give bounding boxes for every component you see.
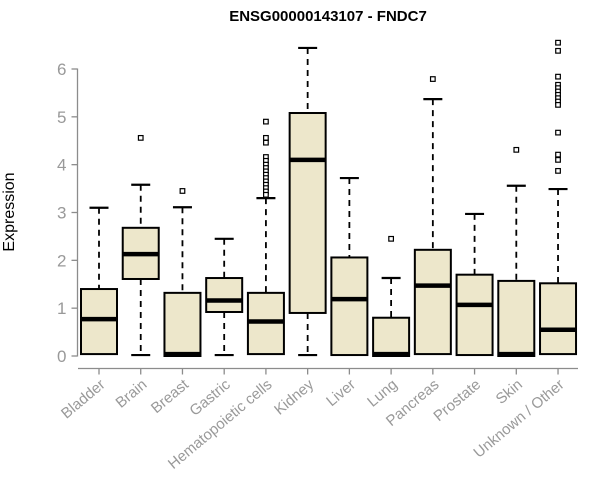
box-rect bbox=[80, 288, 118, 356]
outlier-point bbox=[555, 101, 561, 108]
box-gastric bbox=[205, 237, 244, 357]
x-category-label-breast: Breast bbox=[148, 376, 193, 417]
y-axis-title: Expression bbox=[1, 172, 18, 251]
outlier-point bbox=[555, 73, 561, 80]
box-pancreas bbox=[413, 76, 452, 356]
y-tick-label: 3 bbox=[57, 204, 66, 223]
x-category-label-skin: Skin bbox=[493, 376, 526, 408]
x-category-label-brain: Brain bbox=[113, 376, 151, 412]
y-tick-label: 2 bbox=[57, 251, 66, 270]
outlier-point bbox=[429, 76, 436, 82]
outlier-point bbox=[179, 188, 186, 194]
y-tick-label: 4 bbox=[57, 156, 66, 175]
outlier-point bbox=[555, 39, 561, 46]
box-rect bbox=[163, 291, 202, 357]
outlier-point bbox=[555, 151, 561, 158]
box-rect bbox=[372, 316, 411, 358]
outlier-point bbox=[513, 146, 520, 153]
outlier-point bbox=[555, 47, 561, 54]
x-category-label-prostate: Prostate bbox=[430, 376, 484, 425]
box-rect bbox=[455, 273, 494, 357]
outlier-point bbox=[263, 191, 269, 198]
outlier-point bbox=[263, 134, 269, 141]
x-category-label-kidney: Kidney bbox=[271, 376, 317, 419]
box-hematopoietic-cells bbox=[246, 118, 285, 356]
outlier-point bbox=[137, 134, 144, 141]
boxes-layer bbox=[80, 39, 578, 358]
box-unknown-other bbox=[539, 39, 578, 356]
box-skin bbox=[497, 146, 536, 358]
box-prostate bbox=[455, 212, 494, 357]
outlier-point bbox=[555, 129, 561, 136]
y-tick-label: 0 bbox=[57, 347, 66, 366]
box-rect bbox=[497, 279, 536, 358]
box-rect bbox=[539, 282, 578, 356]
outlier-point bbox=[555, 156, 561, 163]
box-rect bbox=[205, 277, 244, 313]
box-lung bbox=[372, 235, 411, 358]
box-kidney bbox=[288, 46, 327, 357]
x-category-label-bladder: Bladder bbox=[58, 376, 109, 422]
chart-title: ENSG00000143107 - FNDC7 bbox=[229, 8, 427, 25]
box-breast bbox=[163, 188, 202, 357]
box-bladder bbox=[80, 206, 118, 356]
y-tick-label: 1 bbox=[57, 299, 66, 318]
box-rect bbox=[413, 248, 452, 356]
outlier-point bbox=[263, 118, 269, 125]
outlier-point bbox=[388, 235, 395, 242]
outlier-point bbox=[263, 139, 269, 146]
y-tick-label: 5 bbox=[57, 108, 66, 127]
box-brain bbox=[121, 134, 160, 357]
outlier-point bbox=[555, 167, 561, 174]
box-rect bbox=[288, 112, 327, 314]
y-tick-label: 6 bbox=[57, 60, 66, 79]
box-rect bbox=[330, 256, 369, 357]
box-liver bbox=[330, 176, 369, 357]
x-category-label-liver: Liver bbox=[323, 376, 359, 410]
